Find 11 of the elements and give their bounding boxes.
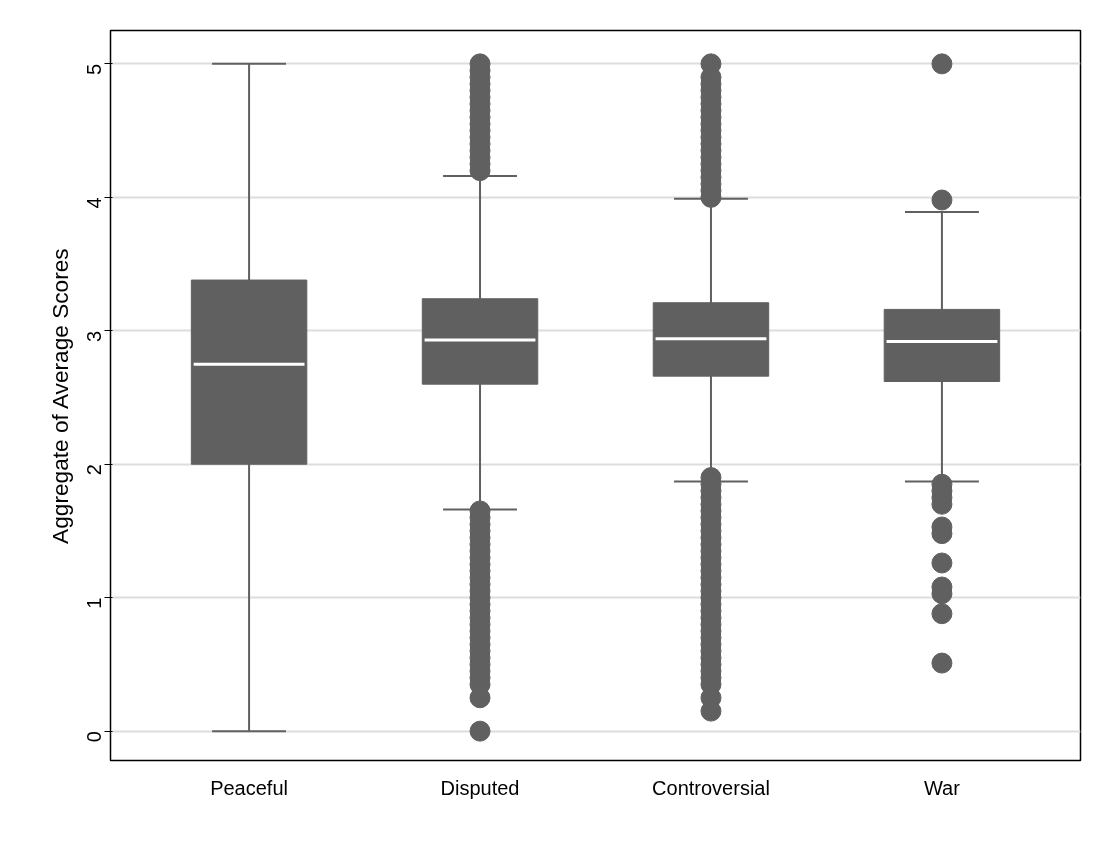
x-tick-label: Peaceful [210, 776, 288, 799]
y-tick-label: 4 [83, 197, 106, 209]
y-tick-label: 2 [83, 464, 106, 476]
y-axis-title: Aggregate of Average Scores [46, 248, 73, 544]
y-tick-label: 3 [83, 330, 106, 342]
y-tick-label: 1 [83, 597, 106, 609]
y-tick-label: 0 [83, 731, 106, 743]
x-tick-label: Disputed [440, 776, 520, 799]
y-tick-label: 5 [83, 63, 106, 75]
x-tick-label: Controversial [652, 776, 770, 799]
x-tick-label: War [923, 776, 961, 799]
